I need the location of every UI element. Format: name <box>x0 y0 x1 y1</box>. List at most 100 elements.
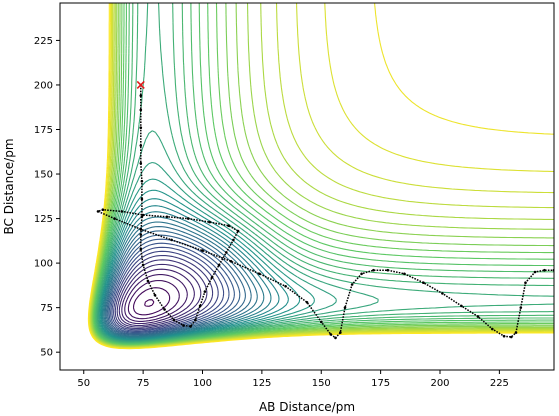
trajectory-point-47 <box>350 283 354 286</box>
y-axis-label: BC Distance/pm <box>2 138 16 234</box>
contour-level-17 <box>102 211 272 339</box>
trajectory-point-14 <box>163 308 166 311</box>
y-tick-label-175: 175 <box>34 125 53 136</box>
trajectory-point-28 <box>187 217 190 220</box>
trajectory-line <box>95 85 554 339</box>
contour-level-29 <box>93 3 554 346</box>
contour-level-6 <box>116 259 208 328</box>
plot-frame <box>59 2 555 371</box>
contour-level-2 <box>127 279 180 320</box>
x-tick-label-225: 225 <box>490 378 509 389</box>
start-marker <box>136 80 145 90</box>
contour-level-1 <box>132 287 171 316</box>
start-marker-stroke-b <box>136 80 145 90</box>
trajectory-point-5 <box>139 162 143 165</box>
trajectory-point-19 <box>198 304 202 308</box>
trajectory-point-29 <box>165 215 169 219</box>
trajectory-point-59 <box>514 331 518 334</box>
trajectory-point-30 <box>141 213 145 217</box>
trajectory-point-11 <box>141 263 145 267</box>
y-tick-label-200: 200 <box>34 80 53 91</box>
trajectory-point-37 <box>201 249 204 252</box>
contour-level-12 <box>107 234 241 335</box>
x-tick-label-50: 50 <box>77 378 90 389</box>
trajectory-point-57 <box>502 334 506 338</box>
trajectory-point-22 <box>217 263 221 267</box>
trajectory-point-49 <box>372 268 375 272</box>
trajectory-point-58 <box>510 335 513 339</box>
trajectory-point-45 <box>339 331 342 334</box>
trajectory-point-39 <box>258 272 261 276</box>
trajectory-point-26 <box>227 224 230 227</box>
trajectory-point-9 <box>139 233 143 236</box>
contour-level-15 <box>104 221 258 338</box>
trajectory-point-63 <box>543 268 546 272</box>
trajectory-point-16 <box>182 324 185 327</box>
trajectory-point-32 <box>101 208 105 211</box>
contour-level-3 <box>124 274 188 322</box>
trajectory-point-48 <box>360 272 363 276</box>
trajectory-point-42 <box>320 320 323 324</box>
trajectory-point-40 <box>284 285 287 288</box>
trajectory-point-62 <box>533 270 537 274</box>
trajectory-point-27 <box>208 220 211 224</box>
x-axis-label: AB Distance/pm <box>259 400 355 414</box>
trajectory-point-46 <box>343 306 347 309</box>
x-tick-label-150: 150 <box>312 378 331 389</box>
contour-level-10 <box>110 242 230 333</box>
x-tick-label-175: 175 <box>371 378 390 389</box>
contour-level-28 <box>93 3 554 345</box>
trajectory-point-12 <box>146 279 150 283</box>
x-axis-ticks: 50 75 100 125 150 175 200 225 <box>77 370 509 389</box>
contour-level-0 <box>144 299 155 307</box>
contour-level-24 <box>96 3 554 343</box>
trajectory-point-13 <box>153 293 157 297</box>
x-tick-label-125: 125 <box>252 378 271 389</box>
trajectory-point-6 <box>140 179 144 183</box>
contour-level-39 <box>87 3 554 350</box>
contour-level-5 <box>118 263 202 327</box>
contour-level-27 <box>94 3 554 345</box>
y-tick-label-225: 225 <box>34 36 53 47</box>
contour-level-22 <box>98 161 337 342</box>
y-tick-label-100: 100 <box>34 259 53 270</box>
contour-level-13 <box>106 230 246 336</box>
y-axis-ticks: 50 75 100 125 150 175 200 225 <box>34 36 60 359</box>
contour-level-18 <box>101 205 280 340</box>
trajectory-point-7 <box>140 197 144 201</box>
trajectory-point-60 <box>519 306 523 309</box>
trajectory-point-1 <box>139 94 143 97</box>
trajectory-point-17 <box>189 325 192 328</box>
y-tick-label-75: 75 <box>40 303 53 314</box>
y-tick-label-125: 125 <box>34 214 53 225</box>
trajectory-point-61 <box>524 281 527 285</box>
trajectory-point-41 <box>305 301 309 304</box>
x-tick-label-100: 100 <box>193 378 212 389</box>
trajectory-point-10 <box>139 247 143 251</box>
trajectory-point-18 <box>194 318 197 322</box>
y-tick-label-50: 50 <box>40 348 53 359</box>
contour-level-8 <box>113 250 219 331</box>
trajectory-point-54 <box>460 304 463 308</box>
contour-level-14 <box>105 226 252 337</box>
trajectory-point-2 <box>139 108 143 112</box>
trajectory-point-44 <box>334 336 337 340</box>
trajectory-point-24 <box>232 238 235 242</box>
trajectory-point-31 <box>120 210 124 213</box>
trajectory-point-25 <box>236 229 240 233</box>
trajectory-path <box>95 83 554 340</box>
trajectory-point-52 <box>422 281 425 285</box>
contour-lines <box>87 3 554 350</box>
contour-level-35 <box>89 3 554 348</box>
trajectory-point-21 <box>210 276 214 279</box>
trajectory-point-38 <box>229 260 233 263</box>
trajectory-point-34 <box>113 217 116 220</box>
contour-level-9 <box>111 246 225 332</box>
trajectory-point-50 <box>386 268 390 272</box>
contour-level-21 <box>98 178 315 342</box>
trajectory-point-36 <box>170 238 173 242</box>
contour-level-23 <box>97 130 379 343</box>
trajectory-point-56 <box>491 327 494 331</box>
trajectory-point-43 <box>329 333 333 336</box>
trajectory-point-35 <box>139 228 143 231</box>
